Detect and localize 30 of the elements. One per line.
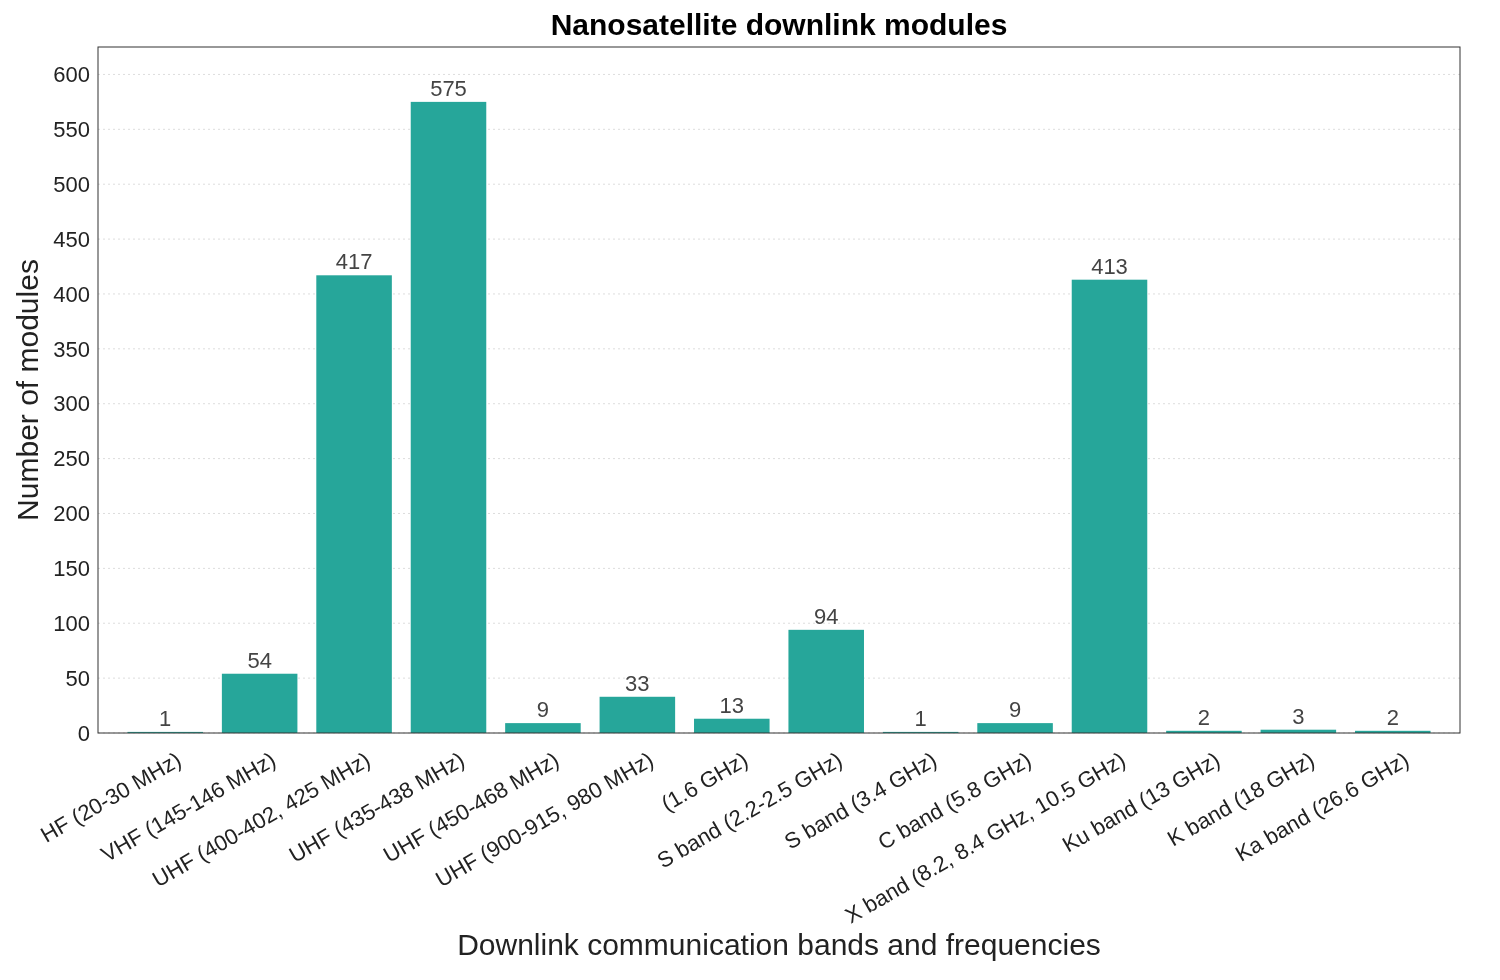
data-label: 3 xyxy=(1292,703,1305,729)
data-label: 1 xyxy=(159,705,172,731)
y-tick-label: 200 xyxy=(53,501,90,527)
y-tick-label: 250 xyxy=(53,446,90,472)
data-label: 33 xyxy=(625,670,650,696)
y-tick-label: 550 xyxy=(53,117,90,143)
data-label: 94 xyxy=(813,603,839,629)
data-label: 417 xyxy=(335,249,373,275)
data-label: 413 xyxy=(1091,253,1128,279)
data-label: 2 xyxy=(1197,704,1211,730)
data-label: 13 xyxy=(719,692,745,718)
data-label: 2 xyxy=(1386,704,1399,730)
y-axis-title: Number of modules xyxy=(11,259,44,521)
y-tick-label: 600 xyxy=(53,62,90,88)
data-label: 9 xyxy=(1008,697,1022,723)
data-label: 9 xyxy=(536,697,550,723)
y-tick-label: 300 xyxy=(53,391,90,417)
y-tick-label: 400 xyxy=(53,281,90,307)
y-tick-label: 450 xyxy=(53,226,90,252)
x-axis-title: Downlink communication bands and frequencies xyxy=(457,928,1101,961)
chart-title: Nanosatellite downlink modules xyxy=(550,8,1008,41)
y-tick-label: 350 xyxy=(53,336,90,362)
y-tick-label: 150 xyxy=(53,556,90,582)
data-label: 575 xyxy=(430,75,467,101)
data-label: 54 xyxy=(247,647,272,673)
y-tick-label: 500 xyxy=(53,171,90,197)
y-tick-label: 100 xyxy=(53,610,90,636)
y-tick-label: 50 xyxy=(65,665,90,691)
data-label: 1 xyxy=(914,705,927,731)
y-tick-label: 0 xyxy=(77,720,90,746)
